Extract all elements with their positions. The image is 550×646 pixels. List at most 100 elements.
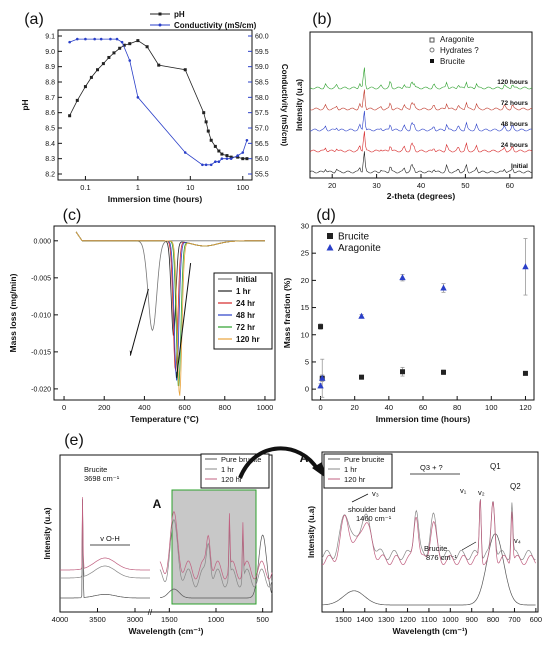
y2-tick-label-a: 60.0	[255, 34, 269, 41]
x-tick-label-c: 200	[98, 403, 111, 412]
panel-label-zoom: A	[300, 451, 309, 465]
data-point-brucite	[522, 370, 528, 376]
x-tick-label-d: 0	[318, 403, 322, 412]
y-tick-label-d: 0	[305, 385, 309, 394]
y-tick-label-a: 8.8	[45, 80, 55, 87]
ftir-zoom-spectrum	[321, 499, 536, 561]
x-axis-label-c: Temperature (°C)	[130, 414, 199, 424]
data-point-ph	[217, 149, 221, 153]
x-tick-label-zoom: 800	[487, 615, 500, 624]
data-point-ph	[136, 39, 140, 43]
legend-box-e	[200, 453, 270, 489]
legend-label-c: 24 hr	[236, 299, 255, 308]
plot-frame-a	[57, 29, 253, 181]
panel-label-e: (e)	[64, 432, 84, 449]
x-tick-label-e: 1500	[161, 615, 178, 624]
legend-marker-aragonite	[326, 244, 334, 251]
xrd-pattern	[309, 67, 533, 90]
annotation-line	[351, 493, 369, 503]
data-point-conductivity	[128, 59, 132, 62]
data-point-ph	[245, 157, 249, 161]
series-label-b: 72 hours	[501, 100, 528, 107]
y-tick-label-a: 8.3	[45, 156, 55, 163]
y-tick-label-a: 8.9	[45, 64, 55, 71]
data-point-aragonite	[319, 374, 326, 381]
ftir-zoom-spectrum	[321, 500, 536, 566]
y2-tick-label-a: 57.5	[255, 110, 269, 117]
data-point-aragonite	[440, 284, 447, 291]
x-tick-label-a: 100	[237, 183, 250, 192]
annotation-q1: Q1	[490, 462, 501, 471]
legend-label-zoom: 120 hr	[344, 475, 366, 484]
x-tick-label-zoom: 1200	[399, 615, 416, 624]
data-point-conductivity	[115, 37, 119, 41]
y2-tick-label-a: 58.0	[255, 95, 269, 102]
x-tick-label-b: 20	[328, 181, 336, 190]
x-tick-label-d: 120	[519, 403, 532, 412]
data-point-ph	[183, 68, 187, 72]
data-point-aragonite	[522, 263, 529, 270]
data-point-conductivity	[99, 37, 103, 41]
data-point-ph	[101, 62, 105, 66]
x-tick-label-c: 800	[219, 403, 232, 412]
y-axis-label-zoom: Intensity (u.a)	[307, 506, 316, 558]
annotation-q2: Q2	[510, 482, 521, 491]
y-axis-label-b: Intensity (u.a)	[295, 79, 304, 131]
data-point-ph	[112, 51, 116, 55]
y-tick-label-d: 5	[305, 357, 309, 366]
data-point-conductivity	[245, 138, 249, 142]
xrd-pattern	[309, 110, 533, 132]
y-tick-label-d: 15	[301, 303, 309, 312]
x-tick-label-c: 400	[138, 403, 151, 412]
x-tick-label-a: 10	[186, 183, 194, 192]
data-point-conductivity	[109, 37, 112, 41]
ftir-spectrum-left	[60, 505, 150, 579]
data-point-conductivity	[229, 157, 233, 160]
axis-break: //	[148, 608, 153, 617]
y-tick-label-c: -0.010	[31, 312, 51, 319]
data-point-conductivity	[120, 40, 124, 44]
legend-marker-ph	[158, 12, 162, 16]
y2-tick-label-a: 59.5	[255, 49, 269, 56]
x-axis-label-b: 2-theta (degrees)	[387, 191, 456, 201]
y-tick-label-d: 25	[301, 249, 309, 258]
y-axis-label-c: Mass loss (mg/min)	[8, 273, 18, 352]
x-tick-label-d: 40	[385, 403, 393, 412]
y-tick-label-c: -0.015	[31, 349, 51, 356]
data-point-ph	[157, 63, 161, 67]
panel-label-c: (c)	[63, 207, 82, 224]
y2-tick-label-a: 55.5	[255, 172, 269, 179]
y-tick-label-d: 30	[301, 222, 309, 231]
data-point-conductivity	[236, 154, 239, 157]
data-point-conductivity	[241, 151, 245, 154]
y2-tick-label-a: 56.5	[255, 141, 269, 148]
y-axis-label-a: pH	[20, 99, 30, 110]
y2-tick-label-a: 56.0	[255, 156, 269, 163]
x-tick-label-e: 4000	[52, 615, 69, 624]
y-tick-label-a: 9.1	[45, 34, 55, 41]
x-tick-label-zoom: 1400	[356, 615, 373, 624]
xrd-pattern	[309, 89, 533, 111]
data-point-brucite	[400, 369, 406, 375]
annotation-3698: 3698 cm⁻¹	[84, 474, 120, 483]
x-tick-label-b: 50	[461, 181, 469, 190]
x-tick-label-zoom: 1500	[335, 615, 352, 624]
y2-tick-label-a: 57.0	[255, 126, 269, 133]
annotation-876: 876 cm⁻¹	[426, 553, 458, 562]
data-point-conductivity	[220, 157, 224, 160]
plot-frame-e	[59, 454, 273, 613]
data-point-ph	[202, 111, 206, 115]
x-tick-label-zoom: 1300	[378, 615, 395, 624]
dtg-curve	[75, 231, 265, 396]
annotation-v1: v₁	[460, 486, 467, 495]
panel-label-b: (b)	[312, 11, 332, 28]
panel-label-d: (d)	[316, 207, 336, 224]
series-label-b: Initial	[511, 163, 528, 170]
data-point-ph	[83, 85, 87, 89]
y-tick-label-a: 8.7	[45, 95, 55, 102]
legend-box-c	[213, 272, 273, 350]
data-point-ph	[220, 152, 224, 156]
x-tick-label-d: 80	[453, 403, 461, 412]
legend-label-zoom: Pure brucite	[344, 455, 384, 464]
